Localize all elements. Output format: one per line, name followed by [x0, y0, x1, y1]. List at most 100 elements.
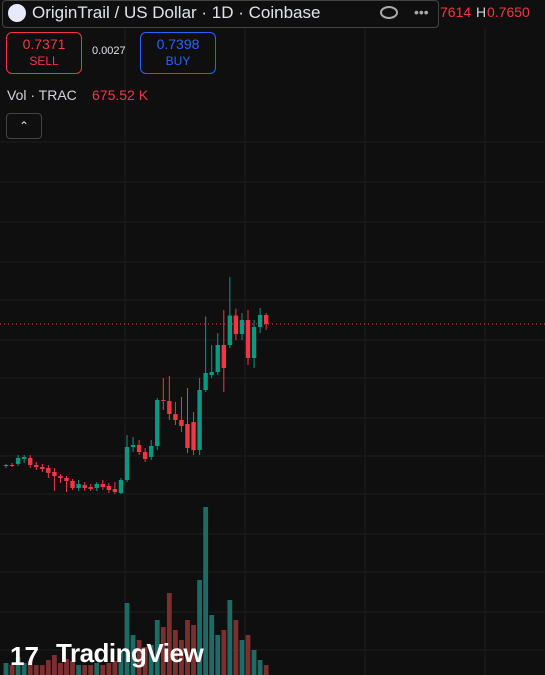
candle-body [191, 422, 196, 450]
sell-label: SELL [29, 54, 59, 68]
more-icon[interactable]: ••• [414, 4, 429, 20]
candle-body [94, 483, 99, 489]
volume-bar [39, 664, 45, 675]
candle-body [173, 413, 178, 420]
candle-body [15, 458, 21, 464]
volume-bar [166, 593, 172, 675]
symbol-title[interactable]: OriginTrail / US Dollar · 1D · Coinbase [32, 3, 321, 22]
volume-bar [136, 640, 142, 675]
candle-body [179, 419, 184, 426]
candle-body [197, 389, 202, 450]
volume-bar [142, 647, 148, 675]
candle-body [82, 485, 87, 489]
volume-bar [179, 640, 184, 675]
candle-body [221, 344, 226, 368]
candle-body [106, 486, 112, 491]
candle-body [9, 464, 15, 467]
candle-body [100, 483, 105, 487]
candle-body [118, 480, 124, 493]
candle-body [28, 458, 33, 465]
volume-bar [52, 655, 57, 675]
volume-bar [209, 615, 215, 675]
volume-bar [215, 635, 221, 675]
volume-bar [221, 630, 227, 675]
candle-body [149, 445, 154, 457]
volume-title: Vol · TRAC [7, 87, 77, 103]
candle-body [167, 400, 172, 414]
volume-bar [106, 662, 112, 675]
volume-bar [76, 664, 81, 675]
volume-bar [245, 635, 251, 675]
candle-body [142, 452, 148, 459]
volume-bar [233, 620, 239, 675]
volume-bar [191, 624, 196, 675]
volume-bar [148, 644, 154, 675]
volume-bar [203, 507, 209, 675]
candle-body [251, 327, 257, 359]
candle-body [88, 486, 93, 489]
volume-bar [88, 664, 94, 675]
volume-bar [100, 664, 106, 675]
sell-price: 0.7371 [22, 36, 66, 52]
candle-body [136, 444, 142, 453]
volume-bar [64, 658, 69, 675]
volume-bar [15, 657, 21, 675]
volume-bar [251, 649, 257, 675]
candle-body [70, 480, 75, 489]
volume-bar [173, 630, 178, 675]
symbol-bar[interactable] [2, 0, 439, 28]
candle-body [21, 456, 27, 459]
visibility-icon[interactable] [380, 6, 398, 19]
symbol-icon [8, 4, 26, 22]
volume-bar [197, 580, 202, 675]
candle-body [130, 444, 136, 448]
volume-bar [3, 662, 9, 675]
candle-body [209, 372, 214, 375]
candle-body [257, 314, 263, 328]
spread: 0.0027 [92, 45, 126, 57]
volume-bar [124, 603, 130, 675]
volume-bar [58, 662, 63, 675]
candle-body [112, 488, 118, 492]
volume-bar [45, 660, 51, 675]
candle-body [46, 467, 51, 473]
logo-text: TradingView [56, 638, 204, 668]
candle-body [40, 466, 45, 470]
collapse-button[interactable]: ⌃ [6, 113, 42, 139]
volume-bar [94, 662, 100, 675]
volume-bar [263, 665, 269, 675]
candle-body [3, 464, 9, 467]
candle-body [155, 400, 160, 446]
high-value: 0.7650 [487, 4, 530, 20]
candle-body [233, 315, 239, 335]
volume-bar [118, 649, 124, 675]
buy-button[interactable]: 0.7398 BUY [140, 32, 216, 74]
volume-bar [27, 660, 33, 675]
candle-body [185, 424, 190, 448]
volume-bar [239, 640, 245, 675]
candle-body [245, 319, 251, 359]
candle-body [58, 475, 63, 478]
candle-body [124, 447, 130, 481]
candle-body [227, 315, 233, 345]
volume-bar [130, 635, 136, 675]
candle-body [52, 472, 57, 476]
volume-bar [160, 627, 166, 675]
volume-bar [185, 620, 190, 675]
close-value: 7614 [440, 4, 472, 20]
volume-bar [227, 600, 233, 675]
logo-mark: 17 [10, 641, 39, 671]
candle-body [64, 477, 69, 481]
candle-body [203, 372, 208, 390]
volume-bar [70, 660, 75, 675]
volume-bar [154, 620, 160, 675]
sell-button[interactable]: 0.7371 SELL [6, 32, 82, 74]
volume-bar [9, 664, 15, 675]
volume-bar [257, 660, 263, 675]
buy-price: 0.7398 [156, 36, 200, 52]
candle-body [215, 344, 220, 373]
volume-bar [21, 662, 27, 675]
candle-body [239, 319, 245, 335]
